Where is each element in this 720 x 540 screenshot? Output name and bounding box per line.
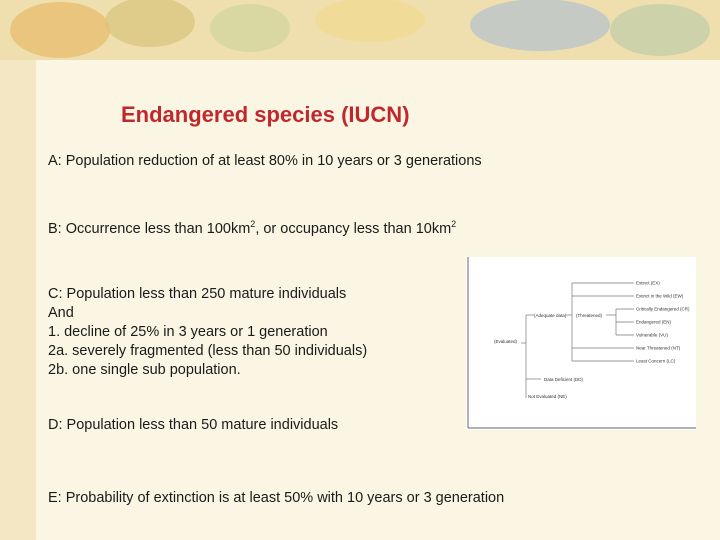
node-label: (Threatened) bbox=[576, 313, 603, 318]
criterion-e: E: Probability of extinction is at least… bbox=[48, 490, 505, 506]
node-label: (Adequate data) bbox=[534, 313, 567, 318]
criterion-d: D: Population less than 50 mature indivi… bbox=[48, 417, 339, 433]
leaf-label: Critically Endangered (CR) bbox=[636, 307, 690, 312]
criterion-c-line: 2a. severely fragmented (less than 50 in… bbox=[48, 343, 368, 359]
criterion-c-line: 1. decline of 25% in 3 years or 1 genera… bbox=[48, 324, 328, 340]
leaf-label: Endangered (EN) bbox=[636, 320, 672, 325]
leaf-label: Extinct (EX) bbox=[636, 281, 660, 286]
decor-banner bbox=[0, 0, 720, 60]
node-label: (Evaluated) bbox=[494, 339, 518, 344]
criterion-a: A: Population reduction of at least 80% … bbox=[48, 153, 482, 169]
text: B: Occurrence less than 100km bbox=[48, 220, 251, 237]
slide-title: Endangered species (IUCN) bbox=[121, 102, 410, 127]
leaf-label: Least Concern (LC) bbox=[636, 359, 676, 364]
leaf-label: Extinct in the Wild (EW) bbox=[636, 294, 684, 299]
leaf-label: Vulnerable (VU) bbox=[636, 333, 668, 338]
criterion-c-line: C: Population less than 250 mature indiv… bbox=[48, 286, 347, 302]
node-label: Not Evaluated (NE) bbox=[528, 394, 567, 399]
criterion-c-line: And bbox=[48, 305, 74, 321]
category-diagram: (Evaluated) (Adequate data) (Threatened)… bbox=[466, 257, 696, 430]
criterion-b: B: Occurrence less than 100km2, or occup… bbox=[48, 219, 456, 237]
leaf-label: Near Threatened (NT) bbox=[636, 346, 681, 351]
superscript: 2 bbox=[451, 219, 457, 229]
criterion-c-line: 2b. one single sub population. bbox=[48, 362, 241, 378]
text: , or occupancy less than 10km bbox=[255, 220, 452, 237]
node-label: Data Deficient (DD) bbox=[544, 377, 584, 382]
superscript: 2 bbox=[250, 219, 256, 229]
